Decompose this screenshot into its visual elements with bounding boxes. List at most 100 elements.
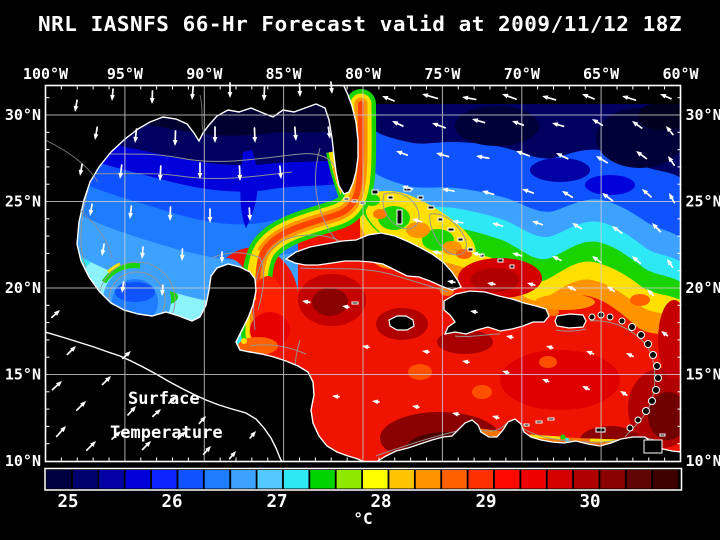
wind-arrow — [562, 191, 574, 199]
wind-arrow — [542, 378, 550, 384]
longitude-axis: 100°W 95°W 90°W 85°W 80°W 75°W 70°W 65°W 60°W — [23, 65, 700, 83]
wind-arrow — [636, 151, 648, 160]
plot-title: NRL IASNFS 66-Hr Forecast valid at 2009/… — [38, 12, 682, 36]
lat-tick-label: 25°N — [686, 193, 720, 211]
wind-arrow — [432, 122, 447, 129]
wind-arrow — [100, 243, 106, 256]
wind-arrow — [492, 415, 500, 420]
wind-arrow — [527, 282, 536, 287]
wind-arrow — [622, 95, 637, 101]
colorbar-segment — [574, 470, 599, 489]
wind-arrow — [392, 121, 404, 127]
wind-arrow — [412, 218, 423, 223]
wind-arrow — [660, 94, 672, 100]
wind-arrow — [202, 446, 211, 456]
wind-arrows-layer — [50, 81, 676, 460]
wind-arrow — [512, 120, 525, 126]
wind-arrow — [620, 391, 628, 397]
colorbar-segment — [152, 470, 177, 489]
colorbar-segment — [204, 470, 230, 489]
wind-arrow — [249, 431, 256, 439]
colorbar-segment — [231, 470, 256, 489]
wind-arrow — [228, 451, 236, 460]
wind-arrow — [247, 207, 253, 221]
wind-arrow — [542, 95, 557, 101]
wind-arrow — [422, 93, 439, 100]
wind-arrow — [382, 96, 395, 102]
lon-tick-label: 80°W — [345, 65, 382, 83]
colorbar-segment — [178, 470, 203, 489]
wind-arrow — [586, 350, 595, 356]
wind-arrow — [669, 193, 676, 204]
wind-arrow — [472, 251, 483, 257]
map-annotation-line2: Temperature — [110, 423, 223, 443]
colorbar-segment — [257, 470, 283, 489]
wind-arrow — [118, 164, 124, 179]
wind-arrow — [372, 399, 380, 405]
wind-arrow — [342, 304, 350, 310]
wind-arrow — [532, 220, 544, 226]
wind-arrow — [149, 90, 155, 104]
colorbar-segment — [442, 470, 467, 489]
wind-arrow — [302, 299, 311, 305]
wind-arrow — [592, 119, 604, 127]
wind-arrow — [552, 122, 565, 128]
lon-tick-label: 60°W — [662, 65, 699, 83]
wind-arrow — [402, 185, 414, 190]
wind-arrow — [626, 353, 635, 358]
lon-tick-label: 90°W — [186, 65, 223, 83]
colorbar-segment — [125, 470, 151, 489]
wind-arrow — [442, 187, 455, 193]
wind-arrow — [151, 409, 161, 418]
wind-arrow — [197, 162, 203, 179]
lon-tick-label: 95°W — [107, 65, 144, 83]
wind-arrow — [642, 189, 652, 198]
wind-arrow — [140, 246, 145, 259]
wind-arrow — [326, 126, 332, 139]
wind-arrow — [179, 248, 185, 261]
wind-arrow — [167, 206, 173, 221]
wind-arrow — [462, 359, 470, 365]
latitude-axis-left: 30°N 25°N 20°N 15°N 10°N — [5, 106, 41, 470]
map-annotation-line1: Surface — [128, 389, 200, 409]
map-frame — [44, 84, 682, 463]
wind-arrow — [492, 222, 504, 227]
lon-tick-label: 70°W — [504, 65, 541, 83]
wind-arrow — [157, 165, 163, 181]
wind-arrow — [329, 81, 334, 94]
wind-arrow — [101, 376, 111, 386]
wind-arrow — [332, 394, 340, 400]
wind-arrow — [141, 441, 151, 451]
wind-arrow — [66, 346, 76, 356]
lat-tick-label: 30°N — [686, 106, 720, 124]
colorbar-tick-label: 27 — [266, 492, 287, 512]
colorbar-tick-label: 29 — [475, 492, 496, 512]
wind-arrow — [75, 401, 86, 412]
lat-tick-label: 15°N — [5, 366, 41, 384]
wind-arrow — [110, 88, 115, 101]
wind-arrow — [666, 126, 674, 136]
wind-arrow — [516, 150, 531, 157]
wind-arrow — [207, 208, 213, 223]
wind-arrow — [607, 286, 616, 293]
colorbar — [46, 470, 678, 489]
lon-tick-label: 100°W — [23, 65, 69, 83]
wind-arrow — [133, 128, 139, 143]
wind-arrow — [111, 431, 121, 440]
wind-arrow — [668, 156, 676, 166]
wind-arrow — [168, 396, 176, 404]
wind-arrow — [482, 190, 495, 196]
wind-arrow — [93, 126, 99, 140]
wind-arrow — [160, 284, 165, 296]
wind-arrow — [462, 95, 477, 101]
lon-tick-label: 65°W — [583, 65, 620, 83]
wind-arrow — [522, 188, 535, 194]
wind-arrow — [120, 281, 126, 293]
wind-arrow — [190, 85, 195, 100]
wind-arrow — [452, 411, 460, 417]
wind-arrow — [51, 381, 62, 391]
wind-arrow — [572, 223, 583, 230]
colorbar-segment — [389, 470, 414, 489]
